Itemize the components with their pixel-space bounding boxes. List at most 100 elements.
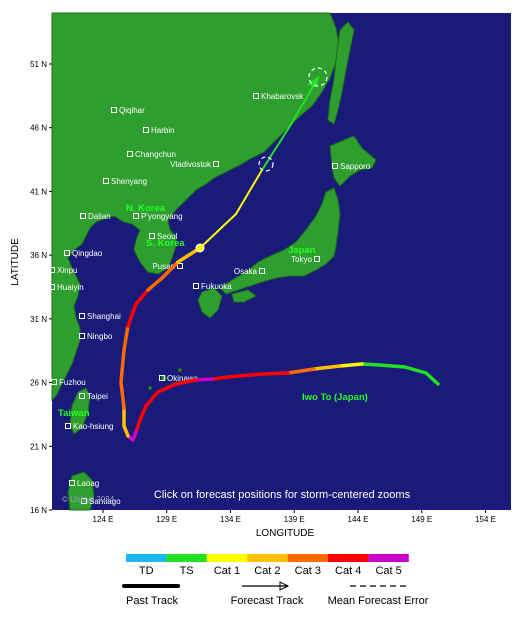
city-marker-icon [69, 480, 75, 486]
forecast-track[interactable] [199, 75, 320, 249]
track-segment-cat4-north [126, 288, 150, 328]
region-taiwan: Taiwan [58, 408, 90, 419]
lat-tick-label: 16 N [30, 506, 47, 515]
forecast-segment-cat1 [199, 169, 263, 249]
city-marker-icon [81, 498, 87, 504]
city-marker-icon [79, 333, 85, 339]
mean-error-key: Mean Forecast Error [328, 585, 429, 607]
legend-label-cat-4: Cat 4 [335, 565, 361, 577]
city-label: Qiqihar [119, 106, 145, 115]
city-label: Changchun [135, 150, 176, 159]
legend-label-cat-1: Cat 1 [214, 565, 240, 577]
city-marker-icon [103, 178, 109, 184]
city-fuzhou: Fuzhou [51, 378, 86, 387]
map-hint-text: Click on forecast positions for storm-ce… [154, 489, 411, 501]
city-label: Fuzhou [59, 378, 86, 387]
city-label: P'yongyang [141, 212, 183, 221]
city-marker-icon [111, 107, 117, 113]
legend-label-ts: TS [180, 565, 194, 577]
city-qiqihar: Qiqihar [111, 106, 145, 115]
taiwan-island [69, 387, 91, 435]
city-marker-icon [64, 250, 70, 256]
city-marker-icon [159, 375, 165, 381]
city-santiago: Santiago [81, 497, 121, 506]
region-north-korea: N. Korea [126, 203, 166, 214]
lon-tick-label: 129 E [156, 515, 177, 524]
track-segment-cat2-start [312, 364, 342, 371]
legend-label-cat-2: Cat 2 [254, 565, 280, 577]
city-sapporo: Sapporo [332, 162, 371, 171]
city-label: Dalian [88, 212, 111, 221]
mean-error-label: Mean Forecast Error [328, 595, 429, 607]
track-segment-cat4-west [134, 378, 198, 434]
city-label: Ningbo [87, 332, 113, 341]
city-label: Shenyang [111, 177, 147, 186]
city-xinpu: Xinpu [49, 266, 77, 275]
city-label: Khabarovsk [261, 92, 304, 101]
region-iwo-to: Iwo To (Japan) [302, 392, 368, 403]
city-label: Qingdao [72, 249, 103, 258]
sakhalin [327, 21, 355, 125]
region-south-korea: S. Korea [146, 238, 185, 249]
city-label: Shanghai [87, 312, 121, 321]
city-markers: Khabarovsk Qiqihar Harbin ChangchunVladivos… [49, 92, 371, 506]
city-label: Kao-hsiung [73, 422, 113, 431]
track-segment-ts-start [360, 362, 440, 386]
lon-tick-label: 134 E [220, 515, 241, 524]
city-shenyang: Shenyang [103, 177, 147, 186]
city-label: Huaiyin [57, 283, 84, 292]
legend-swatch-cat-1 [206, 554, 248, 562]
track-segment-cat3-north [119, 324, 130, 410]
intensity-color-scale: TD TS Cat 1 Cat 2 Cat 3 Cat 4 Cat 5 [126, 554, 409, 577]
forecast-error-circles[interactable] [258, 67, 328, 172]
legend-label-td: TD [139, 565, 154, 577]
city-marker-icon [65, 423, 71, 429]
city-marker-icon [332, 163, 338, 169]
legend-swatch-ts [166, 554, 207, 562]
kyushu [197, 287, 223, 319]
legend-label-cat-5: Cat 5 [375, 565, 401, 577]
city-marker-icon [80, 213, 86, 219]
legend-label-cat-3: Cat 3 [295, 565, 321, 577]
city-p-yongyang: P'yongyang [133, 212, 183, 221]
lat-tick-label: 21 N [30, 442, 47, 451]
city-tokyo: Tokyo [291, 255, 320, 264]
lat-tick-label: 41 N [30, 187, 47, 196]
track-segment-cat4 [210, 371, 290, 381]
track-segment-cat5-east [194, 377, 214, 382]
city-label: Osaka [234, 267, 258, 276]
lat-tick-label: 31 N [30, 315, 47, 324]
intensity-legend: TD TS Cat 1 Cat 2 Cat 3 Cat 4 Cat 5 Past Track… [0, 548, 517, 618]
city-marker-icon [49, 267, 55, 273]
longitude-ticks: 124 E 129 E 134 E 139 E 144 E 149 E 154 E [93, 510, 496, 524]
city-qingdao: Qingdao [64, 249, 103, 258]
city-ningbo: Ningbo [79, 332, 113, 341]
legend-swatch-cat-3 [287, 554, 328, 562]
storm-track-map[interactable]: Khabarovsk Qiqihar Harbin Changchun Vladivos… [0, 0, 517, 540]
shikoku [231, 289, 257, 303]
forecast-error-circle-48h [258, 156, 274, 172]
latitude-ticks: 51 N 46 N 41 N 36 N 31 N 26 N 21 N 16 N [30, 60, 52, 515]
asian-mainland [51, 12, 341, 402]
city-pusan: Pusan [152, 262, 183, 271]
city-laoag: Laoag [69, 479, 99, 488]
city-label: Tokyo [291, 255, 312, 264]
legend-swatch-td [126, 554, 167, 562]
city-marker-icon [149, 233, 155, 239]
city-seoul: Seoul [149, 232, 178, 241]
track-segment-cat5-turn [126, 430, 138, 442]
lat-tick-label: 51 N [30, 60, 47, 69]
city-label: Vladivostok [170, 160, 212, 169]
city-fukuoka: Fukuoka [193, 282, 232, 291]
city-label: Taipei [87, 392, 108, 401]
legend-swatch-cat-5 [368, 554, 409, 562]
current-position-marker[interactable] [195, 243, 205, 253]
region-japan: Japan [288, 245, 316, 256]
lon-tick-label: 139 E [284, 515, 305, 524]
city-kao-hsiung: Kao-hsiung [65, 422, 113, 431]
city-taipei: Taipei [79, 392, 108, 401]
city-marker-icon [143, 127, 149, 133]
city-marker-icon [213, 161, 219, 167]
forecast-segment-ts [261, 77, 319, 171]
city-marker-icon [127, 151, 133, 157]
